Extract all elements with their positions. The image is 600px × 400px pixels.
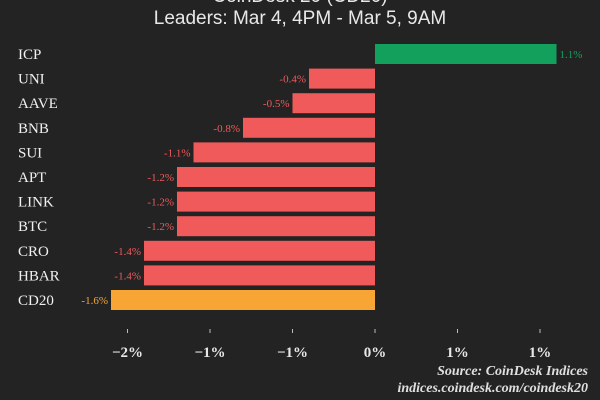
category-label: BNB <box>18 121 49 137</box>
x-tick-label: 0% <box>364 345 387 361</box>
value-label: -1.1% <box>164 147 191 159</box>
category-label: LINK <box>18 195 54 211</box>
bar-icp <box>375 44 557 64</box>
value-label: -1.4% <box>114 246 141 258</box>
value-label: -1.2% <box>147 172 174 184</box>
x-tick-label: 1% <box>446 345 469 361</box>
bar-sui <box>193 142 375 163</box>
value-label: 1.1% <box>560 49 583 61</box>
value-label: -0.4% <box>279 74 306 86</box>
category-label: UNI <box>18 72 45 88</box>
category-label: APT <box>18 170 46 186</box>
value-label: -1.2% <box>147 221 174 233</box>
value-label: -1.2% <box>147 197 174 209</box>
category-label: SUI <box>18 145 42 161</box>
bar-btc <box>177 216 375 237</box>
bar-hbar <box>144 265 375 286</box>
x-tick-label: −1% <box>277 345 308 361</box>
value-label: -0.5% <box>263 98 290 110</box>
value-label: -1.4% <box>114 270 141 282</box>
chart-title: CoinDesk 20 (CD20) <box>0 0 600 8</box>
bar-bnb <box>243 117 375 138</box>
category-label: AAVE <box>18 96 58 112</box>
bar-cd20 <box>111 290 375 310</box>
bar-uni <box>309 68 375 89</box>
value-label: -1.6% <box>81 295 108 307</box>
category-label: CRO <box>18 244 49 260</box>
category-label: CD20 <box>18 293 54 309</box>
chart-subtitle: Leaders: Mar 4, 4PM - Mar 5, 9AM <box>153 8 447 29</box>
x-tick-label: 1% <box>529 345 552 361</box>
bar-aave <box>292 93 375 114</box>
x-tick-label: −2% <box>112 345 143 361</box>
source-label: Source: CoinDesk Indices <box>437 364 588 379</box>
bar-link <box>177 191 375 212</box>
source-url: indices.coindesk.com/coindesk20 <box>397 381 588 396</box>
category-label: BTC <box>18 219 47 235</box>
bar-apt <box>177 167 375 187</box>
category-label: HBAR <box>18 268 60 284</box>
bar-cro <box>144 240 375 261</box>
category-label: ICP <box>18 47 41 63</box>
x-tick-label: −1% <box>194 345 225 361</box>
value-label: -0.8% <box>213 123 240 135</box>
